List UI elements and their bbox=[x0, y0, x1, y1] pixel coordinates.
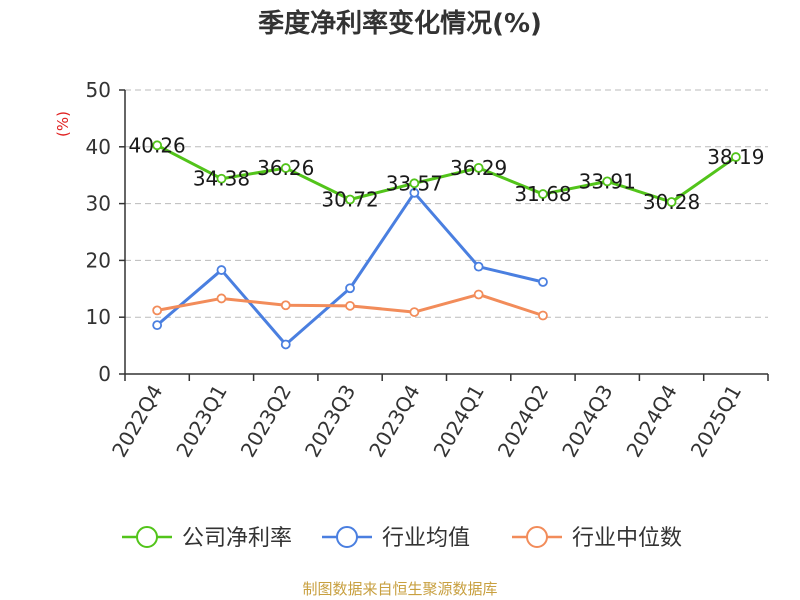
data-point bbox=[473, 162, 484, 173]
x-tick-label: 2024Q4 bbox=[621, 381, 681, 462]
data-point bbox=[280, 300, 291, 311]
y-tick-label: 20 bbox=[86, 248, 111, 272]
data-label: 33.57 bbox=[386, 171, 443, 195]
x-tick-label: 2023Q4 bbox=[364, 381, 424, 462]
x-tick-label: 2023Q1 bbox=[171, 381, 231, 462]
data-label: 34.38 bbox=[193, 167, 250, 191]
legend-marker bbox=[136, 526, 158, 548]
axes: 0 10 20 30 40 50 2022Q4 2023Q1 2023Q2 2023Q3 2023Q… bbox=[86, 78, 769, 462]
y-axis-label: (%) bbox=[54, 111, 72, 137]
data-point bbox=[345, 283, 355, 294]
data-label: 40.26 bbox=[129, 133, 186, 157]
data-point bbox=[473, 261, 484, 272]
chart-title: 季度净利率变化情况(%) bbox=[258, 8, 542, 39]
legend-marker bbox=[336, 526, 358, 548]
x-tick-label: 2023Q3 bbox=[300, 381, 360, 462]
data-point bbox=[152, 320, 163, 331]
data-label: 31.68 bbox=[514, 182, 571, 206]
y-tick-label: 10 bbox=[86, 305, 111, 329]
source-note: 制图数据来自恒生聚源数据库 bbox=[302, 580, 497, 598]
data-point bbox=[216, 265, 227, 275]
data-point bbox=[538, 277, 548, 287]
data-label: 38.19 bbox=[707, 145, 764, 169]
data-point bbox=[666, 197, 677, 207]
series-line-1 bbox=[156, 191, 544, 346]
data-point bbox=[216, 293, 227, 304]
series-layer bbox=[152, 140, 741, 350]
x-tick-label: 2024Q1 bbox=[429, 381, 489, 462]
data-point bbox=[538, 189, 548, 199]
y-tick-label: 50 bbox=[86, 78, 111, 102]
data-label: 30.28 bbox=[643, 190, 700, 214]
data-label: 30.72 bbox=[321, 188, 378, 212]
legend: 公司净利率 行业均值 行业中位数 bbox=[122, 526, 682, 551]
legend-label: 公司净利率 bbox=[182, 526, 292, 551]
data-label: 36.29 bbox=[450, 156, 507, 180]
legend-label: 行业中位数 bbox=[572, 526, 682, 551]
data-point bbox=[280, 163, 291, 173]
data-point bbox=[602, 176, 613, 187]
data-point bbox=[409, 307, 420, 317]
data-point bbox=[473, 289, 484, 300]
grid-lines bbox=[125, 89, 768, 318]
data-labels: 40.26 34.38 36.26 30.72 33.57 36.29 31.68 33.91… bbox=[129, 133, 765, 214]
data-point bbox=[538, 310, 548, 321]
data-point bbox=[409, 178, 420, 189]
data-point bbox=[152, 140, 163, 151]
data-label: 33.91 bbox=[579, 169, 636, 193]
data-point bbox=[345, 194, 355, 205]
legend-label: 行业均值 bbox=[382, 526, 470, 551]
y-tick-label: 0 bbox=[98, 362, 111, 386]
legend-marker bbox=[526, 526, 548, 548]
data-point bbox=[409, 187, 420, 198]
data-label: 36.26 bbox=[257, 156, 314, 180]
x-tick-label: 2022Q4 bbox=[107, 381, 167, 462]
x-tick-label: 2023Q2 bbox=[236, 381, 296, 462]
y-tick-label: 30 bbox=[86, 192, 111, 216]
x-tick-label: 2024Q2 bbox=[493, 381, 553, 462]
data-point bbox=[216, 173, 227, 184]
x-tick-label: 2024Q3 bbox=[557, 381, 617, 462]
data-point bbox=[345, 300, 355, 311]
y-tick-label: 40 bbox=[86, 135, 111, 159]
data-point bbox=[730, 152, 741, 162]
data-point bbox=[280, 339, 291, 350]
x-tick-label: 2025Q1 bbox=[686, 381, 746, 462]
data-point bbox=[152, 305, 163, 316]
series-line-0 bbox=[156, 143, 737, 204]
